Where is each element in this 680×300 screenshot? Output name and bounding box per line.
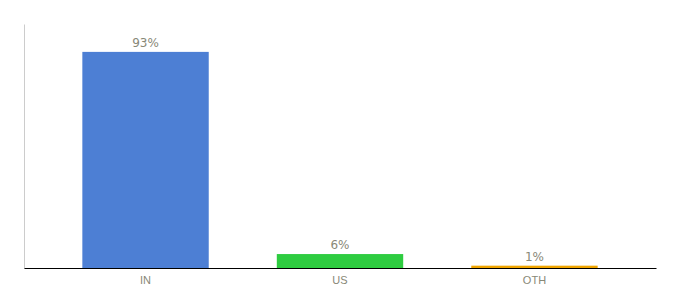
x-tick: US [332, 274, 347, 286]
x-tick: OTH [523, 274, 546, 286]
data-label: 1% [525, 250, 544, 264]
chart-svg: IN US OTH 93% 6% 1% [0, 0, 680, 300]
chart-container: IN US OTH 93% 6% 1% [0, 0, 680, 300]
plot: IN US OTH 93% 6% 1% [25, 25, 657, 286]
bar [82, 52, 208, 268]
y-axis-line [24, 25, 25, 269]
data-labels: 93% 6% 1% [132, 36, 544, 264]
bar [277, 254, 403, 268]
x-tick-label: US [332, 274, 347, 286]
y-axis [24, 25, 25, 269]
x-tick-label: OTH [523, 274, 546, 286]
x-tick-label: IN [140, 274, 151, 286]
x-axis: IN US OTH [25, 269, 657, 286]
data-label: 93% [132, 36, 159, 50]
bars [82, 52, 597, 268]
data-label: 6% [330, 238, 349, 252]
x-tick: IN [140, 274, 151, 286]
x-axis-line [25, 268, 657, 269]
bar [471, 266, 597, 268]
